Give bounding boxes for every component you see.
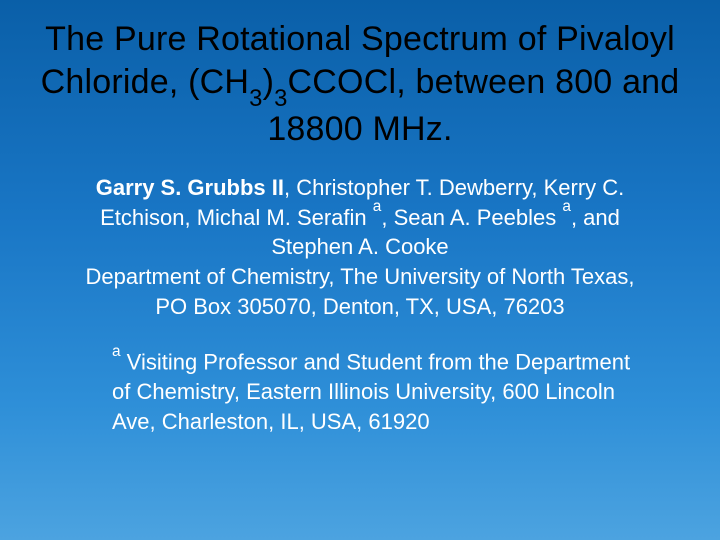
- affiliation: Department of Chemistry, The University …: [86, 264, 635, 319]
- slide-title: The Pure Rotational Spectrum of Pivaloyl…: [40, 18, 680, 151]
- authors-block: Garry S. Grubbs II, Christopher T. Dewbe…: [40, 173, 680, 322]
- footnote: a Visiting Professor and Student from th…: [40, 347, 680, 436]
- author-names: Garry S. Grubbs II, Christopher T. Dewbe…: [96, 175, 625, 260]
